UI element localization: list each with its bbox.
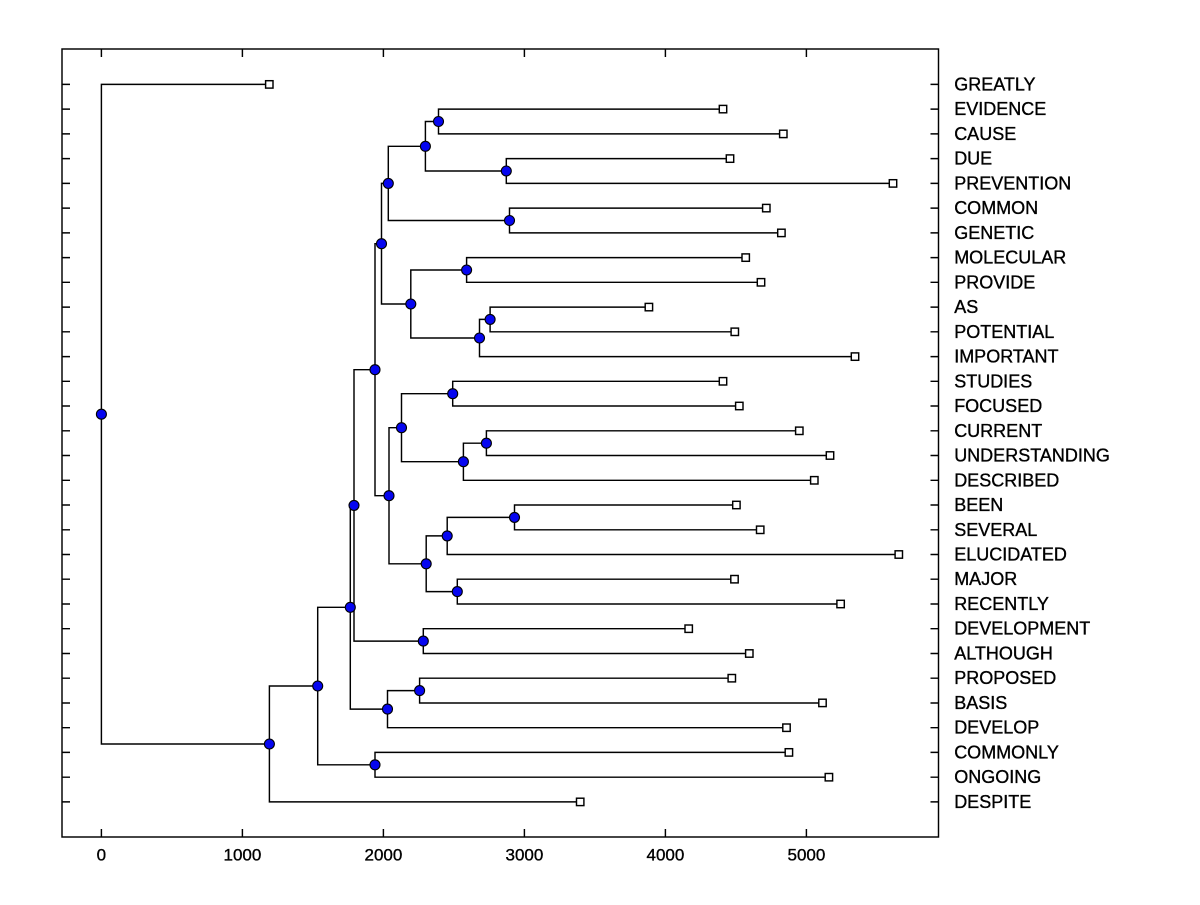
svg-text:DESPITE: DESPITE bbox=[954, 792, 1031, 812]
svg-text:UNDERSTANDING: UNDERSTANDING bbox=[954, 446, 1110, 466]
svg-text:3000: 3000 bbox=[505, 846, 543, 865]
svg-text:1000: 1000 bbox=[223, 846, 261, 865]
svg-text:POTENTIAL: POTENTIAL bbox=[954, 322, 1054, 342]
svg-text:CAUSE: CAUSE bbox=[954, 124, 1016, 144]
svg-text:MOLECULAR: MOLECULAR bbox=[954, 248, 1066, 268]
svg-text:COMMONLY: COMMONLY bbox=[954, 742, 1059, 762]
svg-text:5000: 5000 bbox=[787, 846, 825, 865]
svg-text:PROPOSED: PROPOSED bbox=[954, 668, 1056, 688]
svg-text:ALTHOUGH: ALTHOUGH bbox=[954, 644, 1053, 664]
svg-text:CURRENT: CURRENT bbox=[954, 421, 1042, 441]
svg-text:DUE: DUE bbox=[954, 149, 992, 169]
svg-text:BEEN: BEEN bbox=[954, 495, 1003, 515]
svg-text:2000: 2000 bbox=[364, 846, 402, 865]
svg-text:ELUCIDATED: ELUCIDATED bbox=[954, 545, 1067, 565]
svg-text:GREATLY: GREATLY bbox=[954, 74, 1035, 94]
svg-text:IMPORTANT: IMPORTANT bbox=[954, 347, 1058, 367]
svg-text:AS: AS bbox=[954, 297, 978, 317]
svg-text:EVIDENCE: EVIDENCE bbox=[954, 99, 1046, 119]
svg-text:RECENTLY: RECENTLY bbox=[954, 594, 1049, 614]
svg-text:SEVERAL: SEVERAL bbox=[954, 520, 1037, 540]
svg-text:PROVIDE: PROVIDE bbox=[954, 272, 1035, 292]
svg-text:FOCUSED: FOCUSED bbox=[954, 396, 1042, 416]
svg-text:DEVELOP: DEVELOP bbox=[954, 718, 1039, 738]
svg-text:ONGOING: ONGOING bbox=[954, 767, 1041, 787]
svg-text:GENETIC: GENETIC bbox=[954, 223, 1034, 243]
svg-text:DEVELOPMENT: DEVELOPMENT bbox=[954, 619, 1090, 639]
svg-text:0: 0 bbox=[97, 846, 106, 865]
svg-text:DESCRIBED: DESCRIBED bbox=[954, 470, 1059, 490]
svg-text:MAJOR: MAJOR bbox=[954, 569, 1017, 589]
svg-text:BASIS: BASIS bbox=[954, 693, 1007, 713]
svg-text:PREVENTION: PREVENTION bbox=[954, 173, 1071, 193]
svg-text:COMMON: COMMON bbox=[954, 198, 1038, 218]
svg-text:4000: 4000 bbox=[646, 846, 684, 865]
svg-text:STUDIES: STUDIES bbox=[954, 371, 1032, 391]
